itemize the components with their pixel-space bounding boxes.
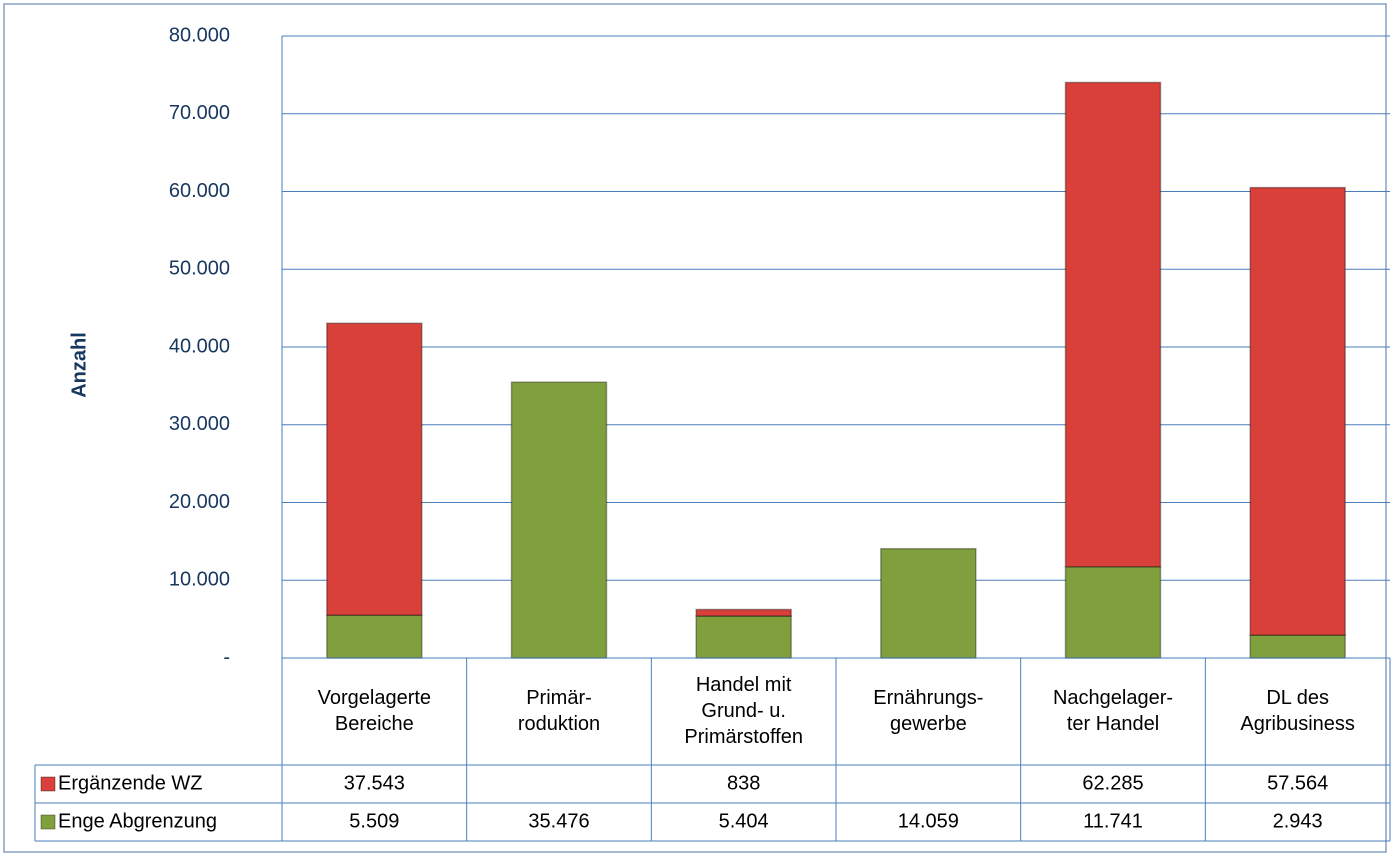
table-value: 838	[727, 772, 760, 794]
table-value: 14.059	[898, 810, 959, 832]
bar-segment	[880, 547, 977, 659]
y-tick-label: 30.000	[169, 413, 230, 435]
bar-segment	[326, 614, 423, 659]
category-label: DL des	[1266, 687, 1329, 709]
table-value: 5.509	[349, 810, 399, 832]
table-value: 62.285	[1082, 772, 1143, 794]
category-label: Nachgelager-	[1053, 687, 1173, 709]
bar-segment	[695, 608, 792, 617]
y-tick-label: 50.000	[169, 258, 230, 280]
bar-segment	[695, 615, 792, 659]
legend-swatch	[40, 776, 56, 792]
category-label: Grund- u.	[701, 700, 785, 722]
bar-segment	[1064, 81, 1162, 568]
table-value: 35.476	[528, 810, 589, 832]
table-value: 5.404	[719, 810, 769, 832]
category-label: Bereiche	[335, 713, 414, 735]
y-axis-label: Anzahl	[68, 332, 90, 398]
y-tick-label: 70.000	[169, 102, 230, 124]
bar-segment	[1249, 634, 1346, 659]
category-label: Primär-	[526, 687, 592, 709]
bar-segment	[1249, 186, 1346, 636]
y-tick-label: -	[223, 646, 230, 668]
table-value: 2.943	[1273, 810, 1323, 832]
table-value: 11.741	[1083, 810, 1143, 832]
legend-label: Ergänzende WZ	[58, 772, 203, 794]
legend-label: Enge Abgrenzung	[58, 810, 217, 832]
y-tick-label: 60.000	[169, 180, 230, 202]
bar-segment	[326, 322, 423, 616]
category-label: Ernährungs-	[873, 687, 983, 709]
category-label: gewerbe	[890, 713, 967, 735]
category-label: Agribusiness	[1240, 713, 1355, 735]
table-value: 57.564	[1267, 772, 1328, 794]
bar-segment	[1064, 565, 1162, 659]
category-label: Handel mit	[696, 674, 792, 696]
y-tick-label: 10.000	[169, 569, 230, 591]
category-label: roduktion	[518, 713, 600, 735]
y-tick-label: 20.000	[169, 491, 230, 513]
table-value: 37.543	[344, 772, 405, 794]
category-label: Primärstoffen	[684, 726, 803, 748]
bar-segment	[510, 381, 608, 659]
category-label: Vorgelagerte	[318, 687, 431, 709]
category-label: ter Handel	[1067, 713, 1159, 735]
legend-swatch	[40, 814, 56, 830]
y-tick-label: 80.000	[169, 24, 230, 46]
y-tick-label: 40.000	[169, 335, 230, 357]
